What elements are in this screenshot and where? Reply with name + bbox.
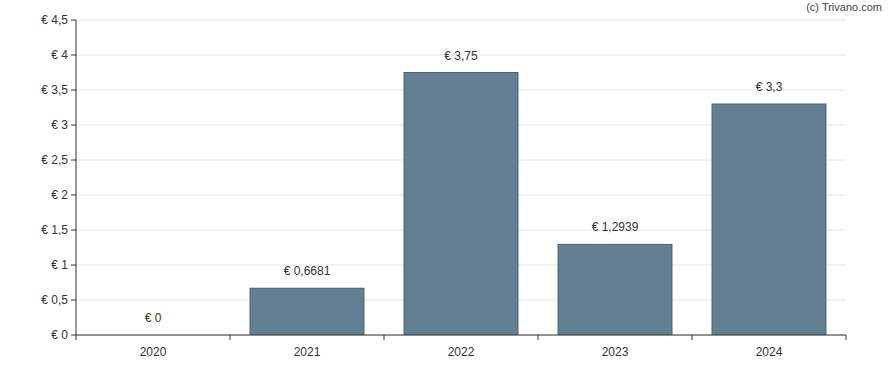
y-tick [71, 195, 76, 196]
data-label: € 0 [145, 311, 162, 325]
y-tick-label: € 4,5 [41, 13, 68, 27]
chart: (c) Trivano.com€ 0€ 0,5€ 1€ 1,5€ 2€ 2,5€… [0, 0, 888, 370]
y-tick [71, 55, 76, 56]
x-axis-line [76, 335, 846, 336]
data-labels: € 0 € 0,6681 € 3,75 € 1,2939 € 3,3 [145, 49, 783, 326]
y-tick-label: € 0 [51, 328, 68, 342]
credit: (c) Trivano.com [806, 1, 882, 13]
y-tick-label: € 2 [51, 188, 68, 202]
x-axis: 2020 2021 2022 2023 2024 [76, 335, 846, 359]
y-tick [71, 230, 76, 231]
data-label: € 0,6681 [284, 264, 331, 278]
grid-line [76, 335, 846, 336]
x-tick-label: 2023 [602, 345, 629, 359]
y-tick-label: € 3,5 [41, 83, 68, 97]
x-tick-label: 2022 [448, 345, 475, 359]
y-tick-label: € 4 [51, 48, 68, 62]
y-axis: € 0 € 0,5 € 1 € 1,5 € 2 € 2,5 € 3 € 3,5 € 4 € 4,5 [41, 13, 846, 342]
y-tick [71, 265, 76, 266]
y-tick [71, 300, 76, 301]
y-tick-label: € 0,5 [41, 293, 68, 307]
y-tick [71, 90, 76, 91]
x-tick [846, 335, 847, 340]
grid-line [76, 20, 846, 21]
y-tick [71, 20, 76, 21]
x-tick-label: 2020 [140, 345, 167, 359]
y-tick [71, 160, 76, 161]
y-tick-label: € 3 [51, 118, 68, 132]
y-tick [71, 125, 76, 126]
bar [404, 73, 518, 336]
x-tick [692, 335, 693, 340]
data-label: € 3,3 [756, 80, 783, 94]
data-label: € 1,2939 [592, 220, 639, 234]
x-tick [384, 335, 385, 340]
y-axis-line [76, 20, 77, 335]
data-label: € 3,75 [444, 49, 478, 63]
y-tick [71, 335, 76, 336]
bar [250, 288, 364, 335]
x-tick-label: 2021 [294, 345, 321, 359]
bar [558, 244, 672, 335]
page: {"chart_data": {"type": "bar", "annotati… [0, 0, 888, 370]
bar [712, 104, 826, 335]
y-tick-label: € 1,5 [41, 223, 68, 237]
y-tick-label: € 2,5 [41, 153, 68, 167]
y-tick-label: € 1 [51, 258, 68, 272]
bars [250, 73, 826, 336]
x-tick-label: 2024 [756, 345, 783, 359]
x-tick [230, 335, 231, 340]
x-tick [538, 335, 539, 340]
x-tick [76, 335, 77, 340]
